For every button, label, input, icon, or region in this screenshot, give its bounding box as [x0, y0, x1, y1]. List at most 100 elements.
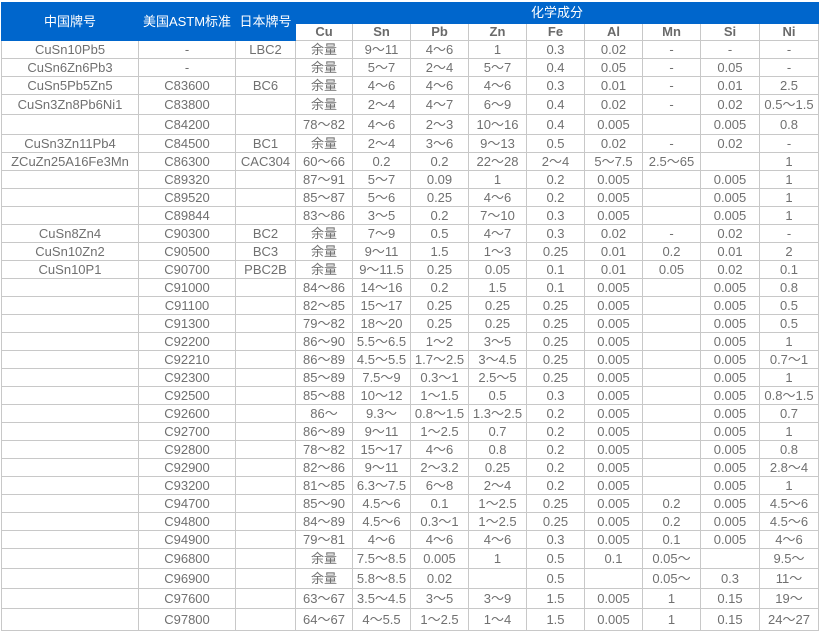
- cell-si: 0.02: [700, 224, 760, 243]
- cell-fe: 0.3: [526, 386, 585, 405]
- cell-cn-grade: [1, 530, 139, 549]
- cell-fe: 1.5: [526, 608, 585, 631]
- cell-astm: C90300: [138, 224, 236, 243]
- cell-ni: 1: [759, 332, 819, 351]
- cell-jp-grade: [235, 278, 296, 297]
- cell-cn-grade: [1, 170, 139, 189]
- cell-ni: -: [759, 58, 819, 77]
- cell-pb: 0.005: [410, 548, 469, 569]
- cell-sn: 5.5～6.5: [352, 332, 411, 351]
- cell-cu: 84～89: [295, 512, 353, 531]
- cell-al: 0.02: [584, 94, 643, 115]
- cell-ni: 4.5～6: [759, 494, 819, 513]
- cell-al: 0.02: [584, 134, 643, 153]
- cell-sn: 14～16: [352, 278, 411, 297]
- cell-astm: C91100: [138, 296, 236, 315]
- cell-fe: 0.25: [526, 494, 585, 513]
- cell-sn: 3.5～4.5: [352, 588, 411, 609]
- cell-cu: 余量: [295, 94, 353, 115]
- cell-astm: C84500: [138, 134, 236, 153]
- header-element-cu: Cu: [295, 23, 353, 41]
- cell-astm: C94900: [138, 530, 236, 549]
- cell-ni: 2.5: [759, 76, 819, 95]
- cell-astm: C92300: [138, 368, 236, 387]
- cell-cn-grade: [1, 314, 139, 333]
- cell-fe: 0.3: [526, 76, 585, 95]
- cell-jp-grade: BC3: [235, 242, 296, 261]
- header-element-al: Al: [584, 23, 643, 41]
- cell-ni: 2.8～4: [759, 458, 819, 477]
- cell-cn-grade: CuSn3Zn11Pb4: [1, 134, 139, 153]
- table-row: C91000 84～86 14～16 0.2 1.5 0.1 0.005 0.005 0.8: [1, 278, 819, 297]
- cell-si: 0.3: [700, 568, 760, 589]
- cell-cu: 余量: [295, 260, 353, 279]
- cell-sn: 7～9: [352, 224, 411, 243]
- cell-si: 0.01: [700, 242, 760, 261]
- cell-al: 0.005: [584, 458, 643, 477]
- header-element-sn: Sn: [352, 23, 411, 41]
- cell-pb: 3～5: [410, 588, 469, 609]
- cell-ni: 0.8: [759, 278, 819, 297]
- cell-al: 0.01: [584, 260, 643, 279]
- cell-zn: 1: [468, 170, 527, 189]
- cell-fe: 0.3: [526, 224, 585, 243]
- cell-jp-grade: [235, 114, 296, 135]
- table-row: C94700 85～90 4.5～6 0.1 1～2.5 0.25 0.005 0.2 0.00…: [1, 494, 819, 513]
- cell-cn-grade: CuSn3Zn8Pb6Ni1: [1, 94, 139, 115]
- cell-zn: 2～4: [468, 476, 527, 495]
- cell-ni: 24～27: [759, 608, 819, 631]
- cell-pb: 4～6: [410, 530, 469, 549]
- cell-cu: 85～89: [295, 368, 353, 387]
- cell-cu: 余量: [295, 76, 353, 95]
- cell-cu: 86～89: [295, 350, 353, 369]
- cell-si: 0.15: [700, 608, 760, 631]
- cell-zn: 3～4.5: [468, 350, 527, 369]
- cell-pb: 0.3～1: [410, 368, 469, 387]
- cell-sn: 7.5～8.5: [352, 548, 411, 569]
- cell-sn: 4～6: [352, 76, 411, 95]
- cell-mn: [642, 296, 701, 315]
- cell-jp-grade: [235, 368, 296, 387]
- cell-zn: 10～16: [468, 114, 527, 135]
- cell-zn: 0.7: [468, 422, 527, 441]
- header-cn-grade: 中国牌号: [1, 2, 139, 41]
- cell-zn: 5～7: [468, 58, 527, 77]
- table-row: C97800 64～67 4～5.5 1～2.5 1～4 1.5 0.005 1 0.15 24～…: [1, 608, 819, 631]
- cell-pb: 6～8: [410, 476, 469, 495]
- cell-si: 0.005: [700, 296, 760, 315]
- cell-cu: 余量: [295, 224, 353, 243]
- cell-mn: -: [642, 134, 701, 153]
- cell-cu: 87～91: [295, 170, 353, 189]
- cell-astm: C92210: [138, 350, 236, 369]
- cell-jp-grade: [235, 548, 296, 569]
- cell-cn-grade: [1, 440, 139, 459]
- cell-mn: [642, 386, 701, 405]
- cell-ni: 0.8: [759, 114, 819, 135]
- cell-astm: C97800: [138, 608, 236, 631]
- cell-jp-grade: [235, 608, 296, 631]
- cell-astm: C92900: [138, 458, 236, 477]
- cell-astm: C92700: [138, 422, 236, 441]
- cell-pb: 0.25: [410, 314, 469, 333]
- cell-cu: 余量: [295, 40, 353, 59]
- cell-jp-grade: BC1: [235, 134, 296, 153]
- cell-al: 0.005: [584, 440, 643, 459]
- cell-si: 0.005: [700, 440, 760, 459]
- cell-astm: C90500: [138, 242, 236, 261]
- cell-ni: 0.5～1.5: [759, 94, 819, 115]
- cell-cn-grade: [1, 458, 139, 477]
- cell-ni: 1: [759, 188, 819, 207]
- cell-pb: 2～3: [410, 114, 469, 135]
- header-composition: 化学成分: [295, 2, 819, 24]
- cell-mn: 1: [642, 588, 701, 609]
- cell-fe: 0.2: [526, 440, 585, 459]
- table-row: C92600 86～ 9.3～ 0.8～1.5 1.3～2.5 0.2 0.005 0.005…: [1, 404, 819, 423]
- cell-ni: 0.5: [759, 314, 819, 333]
- cell-zn: 1～3: [468, 242, 527, 261]
- cell-fe: 0.1: [526, 260, 585, 279]
- cell-ni: 0.7: [759, 404, 819, 423]
- cell-pb: 0.02: [410, 568, 469, 589]
- table-row: C92210 86～89 4.5～5.5 1.7～2.5 3～4.5 0.25 0.005 0…: [1, 350, 819, 369]
- cell-mn: -: [642, 94, 701, 115]
- cell-astm: C84200: [138, 114, 236, 135]
